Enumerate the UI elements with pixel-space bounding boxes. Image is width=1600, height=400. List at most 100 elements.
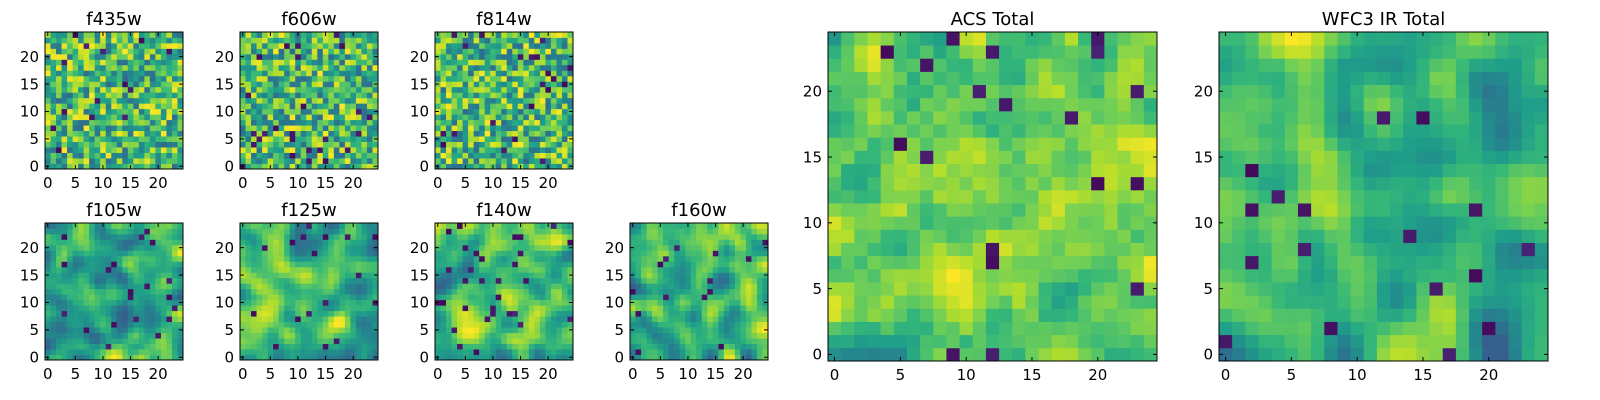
heatmap-cell [630, 255, 636, 262]
heatmap-cell [462, 239, 469, 246]
heatmap-cell [171, 305, 178, 312]
heatmap-cell [685, 349, 692, 355]
heatmap-cell [539, 119, 546, 126]
heatmap-cell [245, 316, 252, 323]
heatmap-cell [262, 92, 268, 99]
heatmap-cell [45, 283, 51, 290]
heatmap-cell [366, 354, 373, 361]
heatmap-cell [245, 42, 252, 49]
heatmap-cell [61, 223, 68, 229]
heatmap-cell [240, 266, 246, 273]
heatmap-cell [339, 223, 346, 229]
heatmap-cell [451, 64, 458, 71]
heatmap-cell [635, 272, 642, 279]
heatmap-cell [273, 125, 280, 132]
heatmap-cell [561, 255, 568, 262]
heatmap-cell [344, 125, 351, 132]
heatmap-cell [306, 288, 313, 295]
heatmap-cell [311, 239, 318, 246]
heatmap-cell [284, 163, 291, 170]
heatmap-cell [556, 119, 563, 126]
heatmap-cell [854, 216, 868, 230]
heatmap-cell [1091, 282, 1105, 296]
heatmap-cell [133, 277, 140, 284]
heatmap-cell [111, 147, 118, 153]
heatmap-cell [339, 163, 346, 170]
heatmap-cell [116, 233, 123, 240]
heatmap-cell [561, 294, 568, 301]
heatmap-cell [556, 114, 563, 121]
heatmap-cell [635, 294, 642, 301]
heatmap-cell [61, 81, 68, 88]
heatmap-cell [138, 64, 145, 71]
heatmap-cell [512, 327, 519, 333]
heatmap-cell [328, 42, 335, 49]
heatmap-cell [138, 108, 145, 115]
heatmap-cell [355, 255, 362, 262]
heatmap-cell [517, 349, 524, 355]
heatmap-cell [630, 277, 636, 284]
heatmap-cell [311, 354, 318, 361]
heatmap-cell [946, 203, 960, 217]
heatmap-cell [289, 266, 296, 273]
heatmap-cell [177, 228, 184, 235]
heatmap-cell [523, 321, 530, 328]
heatmap-cell [517, 114, 524, 121]
heatmap-cell [484, 277, 491, 284]
heatmap-cell [468, 261, 475, 268]
heatmap-cell [506, 97, 513, 104]
heatmap-cell [56, 272, 62, 279]
heatmap-cell [972, 295, 987, 309]
heatmap-cell [56, 343, 62, 350]
heatmap-cell [446, 250, 452, 257]
heatmap-cell [473, 327, 480, 333]
heatmap-cell [484, 349, 491, 355]
heatmap-cell [138, 119, 145, 126]
heatmap-cell [545, 147, 552, 153]
heatmap-cell [707, 354, 714, 361]
heatmap-cell [339, 305, 346, 312]
heatmap-cell [111, 283, 118, 290]
heatmap-cell [160, 103, 167, 110]
heatmap-cell [355, 272, 362, 279]
heatmap-cell [116, 244, 123, 251]
heatmap-cell [100, 343, 107, 350]
heatmap-cell [45, 316, 51, 323]
heatmap-cell [311, 141, 318, 148]
heatmap-cell [262, 228, 268, 235]
heatmap-cell [111, 288, 118, 295]
heatmap-cell [745, 283, 752, 290]
heatmap-cell [1117, 334, 1132, 349]
heatmap-cell [550, 32, 557, 38]
heatmap-cell [100, 250, 107, 257]
heatmap-cell [361, 136, 368, 142]
heatmap-cell [561, 119, 568, 126]
heatmap-cell [289, 70, 296, 77]
heatmap-cell [289, 305, 296, 312]
heatmap-cell [127, 130, 134, 137]
heatmap-cell [674, 266, 681, 273]
heatmap-cell [734, 283, 741, 290]
heatmap-cell [701, 299, 708, 306]
heatmap-cell [122, 92, 129, 99]
heatmap-cell [451, 125, 458, 132]
heatmap-cell [144, 103, 151, 110]
heatmap-cell [289, 321, 296, 328]
heatmap-cell [490, 141, 497, 148]
heatmap-cell [306, 130, 313, 137]
heatmap-cell [1025, 282, 1039, 296]
heatmap-cell [160, 152, 167, 159]
heatmap-cell [517, 299, 524, 306]
heatmap-cell [457, 343, 463, 350]
heatmap-cell [289, 53, 296, 60]
heatmap-cell [72, 114, 79, 121]
heatmap-cell [245, 321, 252, 328]
y-tick-label: 5 [419, 321, 429, 339]
heatmap-cell [155, 81, 162, 88]
heatmap-cell [284, 114, 291, 121]
heatmap-cell [828, 255, 842, 270]
heatmap-cell [534, 48, 541, 55]
heatmap-cell [322, 75, 329, 82]
heatmap-cell [751, 233, 758, 240]
heatmap-cell [723, 239, 730, 246]
